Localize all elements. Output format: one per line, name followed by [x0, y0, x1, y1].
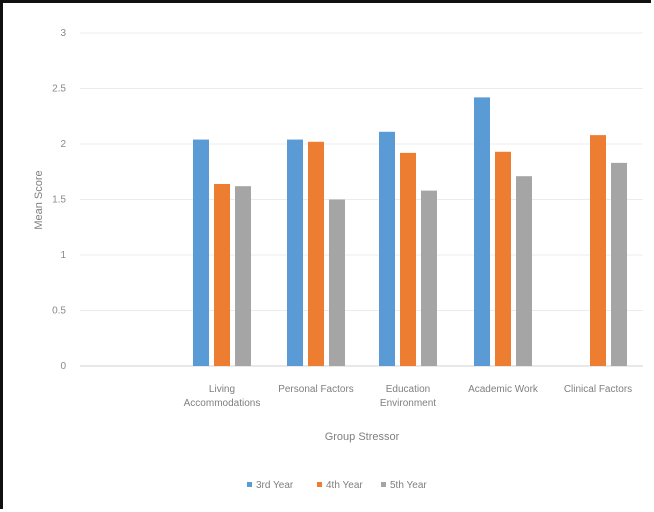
x-category-label: Academic Work: [468, 384, 539, 395]
y-tick-label: 2: [60, 139, 66, 150]
legend: 3rd Year 4th Year 5th Year: [247, 480, 427, 491]
bar-5th-year: [611, 162, 627, 366]
x-category-label: Personal Factors: [278, 384, 354, 395]
legend-label: 4th Year: [326, 480, 363, 491]
bar-3rd-year: [379, 131, 395, 366]
bar-4th-year: [214, 183, 230, 366]
bar-3rd-year: [193, 139, 209, 366]
y-tick-label: 1: [60, 250, 66, 261]
legend-label: 5th Year: [390, 480, 427, 491]
y-tick-label: 0: [60, 361, 66, 372]
bar-5th-year: [329, 199, 345, 366]
x-axis-categories: Living Accommodations Personal Factors Educ…: [184, 384, 633, 409]
bar-4th-year: [400, 152, 416, 366]
bar-4th-year: [495, 151, 511, 366]
legend-swatch: [317, 482, 322, 487]
bar-4th-year: [590, 135, 606, 366]
legend-label: 3rd Year: [256, 480, 294, 491]
x-category-label: Clinical Factors: [564, 384, 632, 395]
y-axis-title: Mean Score: [33, 170, 45, 229]
y-tick-label: 1.5: [52, 195, 66, 206]
x-category-label: Living Accommodations: [184, 384, 261, 409]
y-tick-label: 3: [60, 28, 66, 39]
bar-5th-year: [516, 176, 532, 366]
bar-4th-year: [308, 141, 324, 366]
legend-swatch: [247, 482, 252, 487]
x-axis-title: Group Stressor: [325, 431, 400, 443]
y-tick-label: 0.5: [52, 306, 66, 317]
bar-5th-year: [235, 186, 251, 366]
bar-3rd-year: [287, 139, 303, 366]
y-axis-ticks: 0 0.5 1 1.5 2 2.5 3: [52, 28, 66, 372]
gridlines: [80, 32, 643, 367]
bar-5th-year: [421, 190, 437, 366]
bar-3rd-year: [474, 97, 490, 366]
x-category-label: Education Environment: [380, 384, 436, 409]
legend-swatch: [381, 482, 386, 487]
y-tick-label: 2.5: [52, 84, 66, 95]
bars: [193, 97, 627, 366]
